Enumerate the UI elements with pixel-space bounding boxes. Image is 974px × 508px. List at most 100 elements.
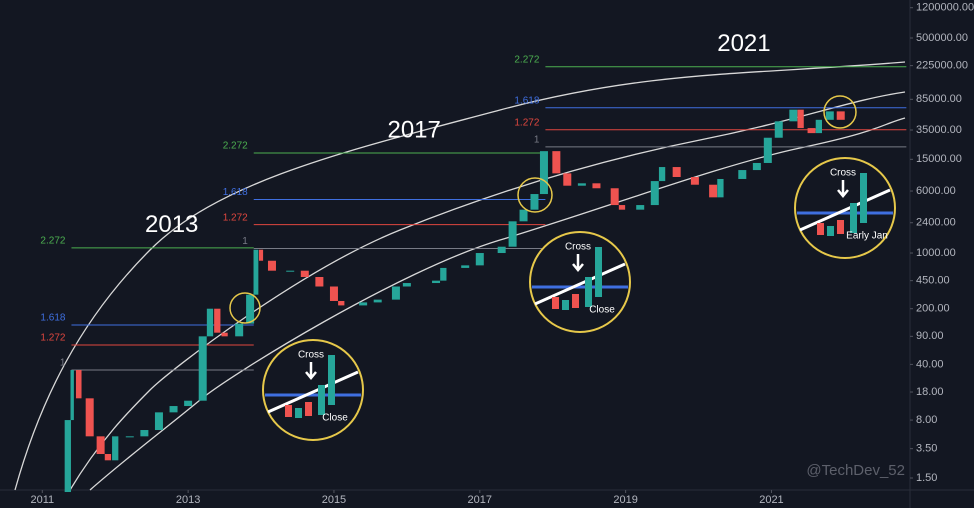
band-line bbox=[799, 188, 891, 232]
band-line bbox=[534, 262, 626, 306]
fib-label: 1.618 bbox=[514, 95, 539, 106]
candle bbox=[214, 308, 221, 333]
magnifier: Cross Early Jan bbox=[794, 157, 896, 259]
candle bbox=[807, 128, 816, 134]
candle bbox=[650, 181, 659, 206]
callouts: Cross Close Cross Close Cross Early Jan bbox=[262, 157, 896, 441]
candle bbox=[709, 184, 718, 198]
candle bbox=[672, 167, 681, 178]
candle bbox=[125, 436, 134, 438]
candle bbox=[497, 246, 506, 254]
candle-zoom bbox=[305, 402, 312, 416]
candle-zoom bbox=[318, 385, 325, 415]
callout-label: Cross bbox=[830, 168, 856, 179]
candle-zoom bbox=[860, 173, 867, 223]
candle bbox=[836, 111, 845, 120]
arrow bbox=[837, 180, 849, 198]
y-tick-label: 6000.00 bbox=[916, 185, 956, 197]
candle bbox=[154, 412, 163, 431]
candle bbox=[258, 249, 264, 261]
candle bbox=[690, 177, 699, 185]
highlight bbox=[517, 177, 553, 213]
candle bbox=[75, 370, 82, 399]
y-tick-label: 18.00 bbox=[916, 386, 944, 398]
candle bbox=[508, 221, 517, 247]
candle bbox=[530, 194, 539, 210]
candle bbox=[184, 400, 193, 407]
candle bbox=[519, 209, 528, 222]
fib-label: 1 bbox=[60, 358, 66, 369]
candle bbox=[286, 270, 295, 272]
candle-zoom bbox=[817, 223, 824, 235]
x-tick-label: 2017 bbox=[468, 494, 492, 506]
candle bbox=[267, 260, 276, 271]
candle bbox=[658, 167, 666, 182]
candle bbox=[475, 253, 484, 266]
candle bbox=[636, 205, 645, 210]
candle bbox=[140, 430, 149, 437]
candle bbox=[563, 173, 572, 186]
cycle-label: 2017 bbox=[387, 116, 440, 143]
highlight bbox=[229, 292, 261, 324]
plot: 2.272 1.618 1.272 1 2013 2.272 1.618 1.272 1 2017… bbox=[40, 30, 907, 493]
candle bbox=[738, 170, 747, 179]
fib-label: 2.272 bbox=[223, 141, 248, 152]
cycle-label: 2013 bbox=[145, 211, 198, 238]
candle-zoom bbox=[837, 220, 844, 234]
candle-zoom bbox=[827, 226, 834, 236]
candle bbox=[64, 420, 71, 493]
fib-label: 2.272 bbox=[514, 54, 539, 65]
candle bbox=[774, 121, 783, 138]
middle-band bbox=[69, 91, 906, 491]
candle bbox=[338, 300, 345, 306]
candle bbox=[206, 308, 214, 337]
candle bbox=[789, 109, 798, 122]
highlight-circles bbox=[229, 95, 857, 324]
y-tick-label: 3.50 bbox=[916, 443, 937, 455]
candle-zoom bbox=[585, 277, 592, 307]
magnifier: Cross Close bbox=[529, 231, 631, 333]
candle bbox=[763, 137, 772, 163]
x-tick-label: 2019 bbox=[613, 494, 637, 506]
highlight bbox=[823, 95, 857, 129]
y-tick-label: 450.00 bbox=[916, 275, 950, 287]
y-tick-label: 1000.00 bbox=[916, 247, 956, 259]
fib-label: 1.618 bbox=[223, 187, 248, 198]
callout-label: Close bbox=[322, 413, 348, 424]
arrow bbox=[305, 362, 317, 380]
upper-band bbox=[14, 61, 906, 491]
candle-zoom bbox=[295, 408, 302, 418]
candle bbox=[246, 294, 255, 324]
candle bbox=[85, 398, 94, 437]
fib-label: 1.272 bbox=[40, 333, 65, 344]
y-tick-label: 40.00 bbox=[916, 358, 944, 370]
candle bbox=[825, 111, 834, 120]
arrow bbox=[572, 254, 584, 272]
candle bbox=[539, 151, 548, 195]
y-tick-label: 225000.00 bbox=[916, 60, 968, 72]
candle bbox=[577, 183, 586, 186]
x-tick-label: 2011 bbox=[30, 494, 54, 506]
fib-label: 1.272 bbox=[223, 212, 248, 223]
candle bbox=[112, 436, 119, 461]
y-tick-label: 15000.00 bbox=[916, 153, 962, 165]
y-tick-label: 2400.00 bbox=[916, 217, 956, 229]
candle-zoom bbox=[285, 405, 292, 417]
candle bbox=[329, 286, 338, 301]
lower-band bbox=[89, 117, 906, 491]
candle bbox=[359, 302, 368, 306]
x-tick-label: 2013 bbox=[176, 494, 200, 506]
fib-label: 1.618 bbox=[40, 313, 65, 324]
candle-zoom bbox=[552, 297, 559, 309]
regression-bands bbox=[14, 61, 906, 491]
candle bbox=[717, 178, 724, 198]
candle bbox=[815, 119, 822, 134]
candle bbox=[70, 370, 74, 421]
watermark: @TechDev_52 bbox=[806, 462, 905, 479]
callout-label: Cross bbox=[565, 242, 591, 253]
candle bbox=[198, 336, 207, 401]
candle-zoom bbox=[328, 355, 335, 405]
y-tick-label: 85000.00 bbox=[916, 93, 962, 105]
candle bbox=[300, 270, 309, 278]
band-line bbox=[267, 370, 359, 414]
